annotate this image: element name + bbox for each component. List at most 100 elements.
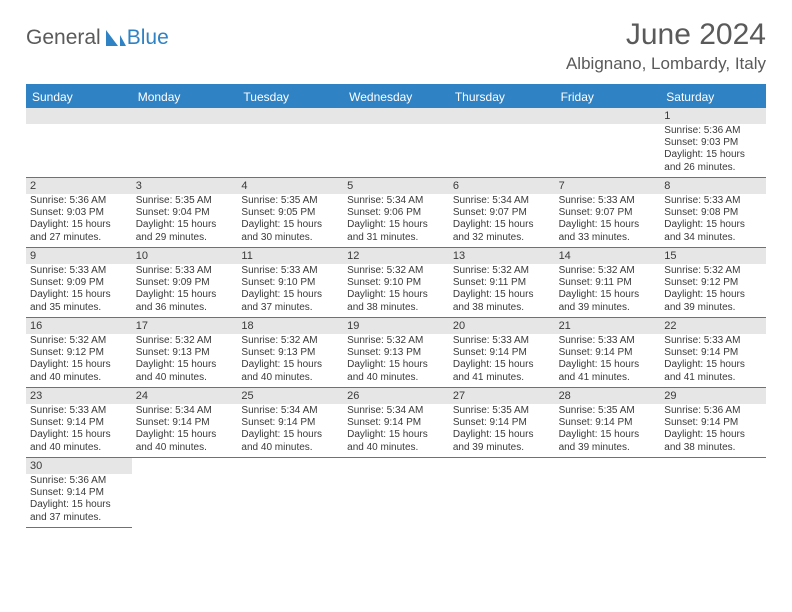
calendar-cell: 2Sunrise: 5:36 AMSunset: 9:03 PMDaylight… <box>26 178 132 248</box>
logo-text-blue: Blue <box>127 26 169 50</box>
calendar-cell: 6Sunrise: 5:34 AMSunset: 9:07 PMDaylight… <box>449 178 555 248</box>
day-number: 24 <box>132 388 238 404</box>
cell-body: Sunrise: 5:33 AMSunset: 9:14 PMDaylight:… <box>660 334 766 387</box>
cell-body: Sunrise: 5:34 AMSunset: 9:06 PMDaylight:… <box>343 194 449 247</box>
day-number: 26 <box>343 388 449 404</box>
day-number: 6 <box>449 178 555 194</box>
calendar-cell: 18Sunrise: 5:32 AMSunset: 9:13 PMDayligh… <box>237 318 343 388</box>
day-number: 11 <box>237 248 343 264</box>
calendar: SundayMondayTuesdayWednesdayThursdayFrid… <box>26 84 766 528</box>
cell-body: Sunrise: 5:33 AMSunset: 9:14 PMDaylight:… <box>26 404 132 457</box>
week-row: 1Sunrise: 5:36 AMSunset: 9:03 PMDaylight… <box>26 108 766 178</box>
cell-body: Sunrise: 5:34 AMSunset: 9:07 PMDaylight:… <box>449 194 555 247</box>
cell-body: Sunrise: 5:32 AMSunset: 9:12 PMDaylight:… <box>660 264 766 317</box>
calendar-cell: 24Sunrise: 5:34 AMSunset: 9:14 PMDayligh… <box>132 388 238 458</box>
day-number <box>555 108 661 124</box>
day-number: 7 <box>555 178 661 194</box>
calendar-cell: 21Sunrise: 5:33 AMSunset: 9:14 PMDayligh… <box>555 318 661 388</box>
calendar-cell <box>237 108 343 178</box>
calendar-cell <box>449 108 555 178</box>
cell-body: Sunrise: 5:33 AMSunset: 9:09 PMDaylight:… <box>132 264 238 317</box>
header: General Blue June 2024 Albignano, Lombar… <box>26 18 766 74</box>
cell-body: Sunrise: 5:35 AMSunset: 9:04 PMDaylight:… <box>132 194 238 247</box>
day-number: 2 <box>26 178 132 194</box>
calendar-cell: 30Sunrise: 5:36 AMSunset: 9:14 PMDayligh… <box>26 458 132 528</box>
calendar-cell: 7Sunrise: 5:33 AMSunset: 9:07 PMDaylight… <box>555 178 661 248</box>
day-number <box>449 108 555 124</box>
cell-body: Sunrise: 5:33 AMSunset: 9:14 PMDaylight:… <box>449 334 555 387</box>
calendar-cell: 10Sunrise: 5:33 AMSunset: 9:09 PMDayligh… <box>132 248 238 318</box>
calendar-cell <box>237 458 343 528</box>
cell-body: Sunrise: 5:36 AMSunset: 9:14 PMDaylight:… <box>660 404 766 457</box>
calendar-cell: 9Sunrise: 5:33 AMSunset: 9:09 PMDaylight… <box>26 248 132 318</box>
cell-body: Sunrise: 5:36 AMSunset: 9:03 PMDaylight:… <box>26 194 132 247</box>
calendar-cell <box>343 108 449 178</box>
calendar-cell: 23Sunrise: 5:33 AMSunset: 9:14 PMDayligh… <box>26 388 132 458</box>
week-row: 30Sunrise: 5:36 AMSunset: 9:14 PMDayligh… <box>26 458 766 528</box>
title-block: June 2024 Albignano, Lombardy, Italy <box>566 18 766 74</box>
weekday-wednesday: Wednesday <box>343 86 449 108</box>
cell-body: Sunrise: 5:35 AMSunset: 9:14 PMDaylight:… <box>449 404 555 457</box>
weekday-row: SundayMondayTuesdayWednesdayThursdayFrid… <box>26 86 766 108</box>
calendar-cell: 8Sunrise: 5:33 AMSunset: 9:08 PMDaylight… <box>660 178 766 248</box>
weekday-monday: Monday <box>132 86 238 108</box>
calendar-cell <box>343 458 449 528</box>
calendar-cell: 3Sunrise: 5:35 AMSunset: 9:04 PMDaylight… <box>132 178 238 248</box>
day-number: 15 <box>660 248 766 264</box>
cell-body: Sunrise: 5:32 AMSunset: 9:13 PMDaylight:… <box>343 334 449 387</box>
cell-body: Sunrise: 5:36 AMSunset: 9:03 PMDaylight:… <box>660 124 766 177</box>
calendar-cell: 13Sunrise: 5:32 AMSunset: 9:11 PMDayligh… <box>449 248 555 318</box>
cell-body: Sunrise: 5:32 AMSunset: 9:13 PMDaylight:… <box>237 334 343 387</box>
day-number: 19 <box>343 318 449 334</box>
day-number: 27 <box>449 388 555 404</box>
day-number: 18 <box>237 318 343 334</box>
calendar-cell <box>26 108 132 178</box>
cell-body: Sunrise: 5:33 AMSunset: 9:09 PMDaylight:… <box>26 264 132 317</box>
cell-body: Sunrise: 5:36 AMSunset: 9:14 PMDaylight:… <box>26 474 132 527</box>
calendar-cell: 5Sunrise: 5:34 AMSunset: 9:06 PMDaylight… <box>343 178 449 248</box>
cell-body: Sunrise: 5:35 AMSunset: 9:05 PMDaylight:… <box>237 194 343 247</box>
calendar-cell: 19Sunrise: 5:32 AMSunset: 9:13 PMDayligh… <box>343 318 449 388</box>
month-title: June 2024 <box>566 18 766 52</box>
calendar-cell: 17Sunrise: 5:32 AMSunset: 9:13 PMDayligh… <box>132 318 238 388</box>
calendar-cell: 11Sunrise: 5:33 AMSunset: 9:10 PMDayligh… <box>237 248 343 318</box>
cell-body: Sunrise: 5:33 AMSunset: 9:10 PMDaylight:… <box>237 264 343 317</box>
day-number: 25 <box>237 388 343 404</box>
cell-body: Sunrise: 5:34 AMSunset: 9:14 PMDaylight:… <box>132 404 238 457</box>
calendar-cell: 20Sunrise: 5:33 AMSunset: 9:14 PMDayligh… <box>449 318 555 388</box>
weekday-thursday: Thursday <box>449 86 555 108</box>
day-number <box>343 108 449 124</box>
calendar-cell <box>660 458 766 528</box>
calendar-cell: 25Sunrise: 5:34 AMSunset: 9:14 PMDayligh… <box>237 388 343 458</box>
day-number: 20 <box>449 318 555 334</box>
cell-body: Sunrise: 5:32 AMSunset: 9:12 PMDaylight:… <box>26 334 132 387</box>
cell-body: Sunrise: 5:35 AMSunset: 9:14 PMDaylight:… <box>555 404 661 457</box>
day-number: 4 <box>237 178 343 194</box>
week-row: 2Sunrise: 5:36 AMSunset: 9:03 PMDaylight… <box>26 178 766 248</box>
cell-body: Sunrise: 5:32 AMSunset: 9:13 PMDaylight:… <box>132 334 238 387</box>
cell-body: Sunrise: 5:33 AMSunset: 9:08 PMDaylight:… <box>660 194 766 247</box>
weekday-saturday: Saturday <box>660 86 766 108</box>
weekday-sunday: Sunday <box>26 86 132 108</box>
day-number <box>237 108 343 124</box>
cell-body: Sunrise: 5:34 AMSunset: 9:14 PMDaylight:… <box>237 404 343 457</box>
calendar-cell: 27Sunrise: 5:35 AMSunset: 9:14 PMDayligh… <box>449 388 555 458</box>
day-number: 13 <box>449 248 555 264</box>
calendar-cell: 29Sunrise: 5:36 AMSunset: 9:14 PMDayligh… <box>660 388 766 458</box>
week-row: 23Sunrise: 5:33 AMSunset: 9:14 PMDayligh… <box>26 388 766 458</box>
cell-body: Sunrise: 5:33 AMSunset: 9:14 PMDaylight:… <box>555 334 661 387</box>
weekday-tuesday: Tuesday <box>237 86 343 108</box>
day-number: 23 <box>26 388 132 404</box>
logo-text-general: General <box>26 26 101 50</box>
cell-body: Sunrise: 5:32 AMSunset: 9:10 PMDaylight:… <box>343 264 449 317</box>
logo: General Blue <box>26 26 169 50</box>
day-number: 10 <box>132 248 238 264</box>
cell-body: Sunrise: 5:32 AMSunset: 9:11 PMDaylight:… <box>555 264 661 317</box>
day-number: 21 <box>555 318 661 334</box>
calendar-cell: 4Sunrise: 5:35 AMSunset: 9:05 PMDaylight… <box>237 178 343 248</box>
day-number <box>26 108 132 124</box>
calendar-cell <box>555 108 661 178</box>
location: Albignano, Lombardy, Italy <box>566 54 766 74</box>
calendar-cell <box>132 108 238 178</box>
week-row: 9Sunrise: 5:33 AMSunset: 9:09 PMDaylight… <box>26 248 766 318</box>
